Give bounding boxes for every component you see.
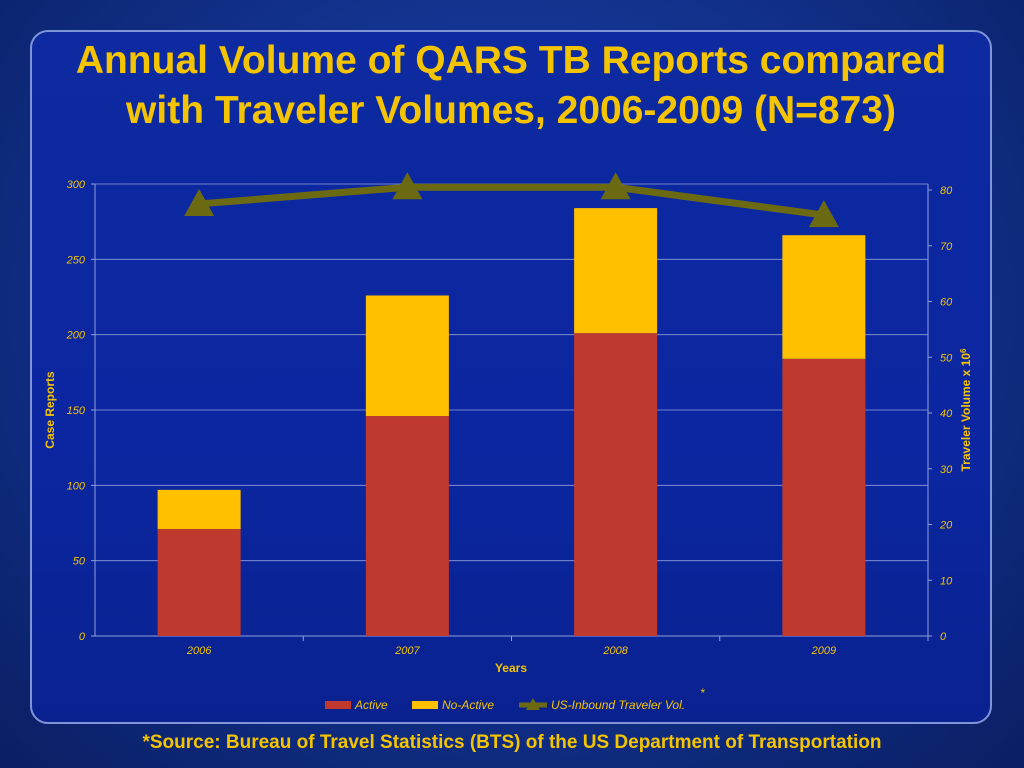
y-tick-label: 300 (67, 179, 86, 191)
bar-active (157, 529, 241, 636)
y-tick-label: 200 (66, 330, 86, 342)
y-tick-label: 100 (67, 480, 86, 492)
y-right-tick-label: 80 (940, 185, 953, 197)
bar-active (365, 416, 449, 636)
traveler-point (600, 172, 631, 200)
y-right-tick-label: 0 (940, 631, 947, 643)
y-right-tick-label: 40 (940, 408, 953, 420)
tick-labels: 0 50 100 150 200 250 300 0 10 20 30 40 50 60 70 80 2006 2… (66, 179, 953, 657)
y-axis-right-label-text: Traveler Volume x 10 (959, 353, 973, 472)
y-right-tick-label: 20 (939, 520, 953, 532)
x-tick-label: 2008 (602, 645, 628, 657)
title-line-2: with Traveler Volumes, 2006-2009 (N=873) (126, 89, 896, 132)
y-right-tick-label: 60 (940, 297, 953, 309)
y-right-tick-label: 70 (940, 241, 953, 253)
x-tick-label: 2009 (811, 645, 836, 657)
y-right-tick-label: 50 (940, 352, 953, 364)
y-axis-label: Case Reports (43, 371, 57, 449)
title-line-1: Annual Volume of QARS TB Reports compare… (75, 39, 947, 82)
legend-swatch-no-active (412, 701, 438, 709)
slide-title: Annual Volume of QARS TB Reports compare… (30, 36, 992, 136)
traveler-line (184, 172, 839, 228)
y-tick-label: 50 (73, 556, 86, 568)
traveler-point (392, 172, 423, 200)
bar-no-active (157, 489, 241, 530)
legend-label-traveler: US-Inbound Traveler Vol. (551, 698, 685, 712)
y-tick-label: 250 (66, 254, 86, 266)
bar-no-active (574, 208, 658, 334)
x-tick-label: 2006 (186, 645, 212, 657)
traveler-line-path (198, 183, 825, 219)
source-note: *Source: Bureau of Travel Statistics (BT… (142, 732, 882, 753)
traveler-point (808, 200, 839, 228)
x-axis-label: Years (495, 661, 527, 675)
legend-swatch-traveler-marker (526, 698, 540, 710)
legend-swatch-active (325, 701, 351, 709)
x-tick-label: 2007 (394, 645, 420, 657)
legend-label-no-active: No-Active (442, 698, 494, 712)
legend-label-active: Active (354, 698, 388, 712)
y-axis-right-label-sup: 6 (959, 348, 968, 353)
y-right-tick-label: 10 (940, 575, 953, 587)
y-tick-label: 0 (79, 631, 86, 643)
bar-no-active (782, 235, 866, 359)
bar-active (782, 358, 866, 636)
traveler-point (184, 188, 215, 216)
legend: Active No-Active US-Inbound Traveler Vol… (325, 686, 705, 712)
y-tick-label: 150 (67, 405, 86, 417)
bar-active (574, 333, 658, 636)
y-axis-right-label: Traveler Volume x 106 (959, 348, 974, 472)
bar-no-active (365, 295, 449, 417)
bars (157, 208, 866, 636)
legend-asterisk: * (700, 686, 705, 700)
y-right-tick-label: 30 (940, 464, 953, 476)
